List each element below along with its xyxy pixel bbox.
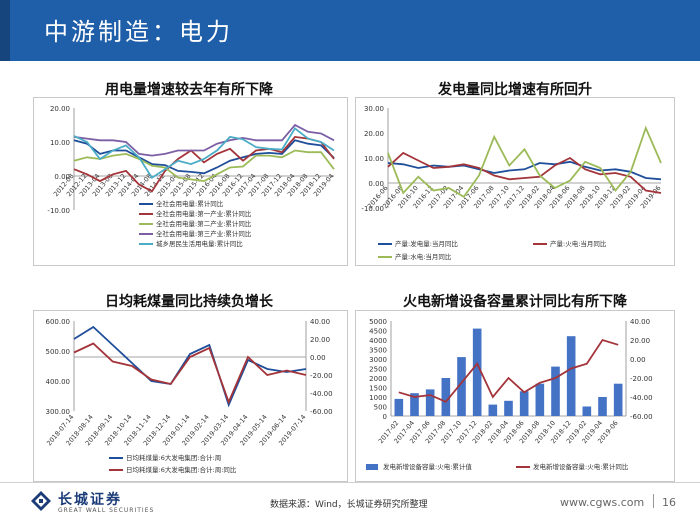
chart-4-ytick-right: -40.00: [630, 394, 653, 402]
chart-4-ytick-right: 0.00: [630, 356, 646, 364]
chart-4-bar: [613, 383, 623, 416]
chart-1-legend-label: 全社会用电量:累计同比: [156, 199, 224, 208]
chart-4-bar: [441, 378, 451, 416]
chart-4-bar: [488, 404, 498, 416]
chart-3-ytick-left: 400.00: [46, 378, 71, 386]
chart-2-legend-label: 产量:水电:当月同比: [395, 252, 452, 261]
chart-4-bar: [394, 398, 404, 416]
chart-4-legend-label: 发电新增设备容量:火电:累计同比: [533, 462, 629, 471]
chart-3-ytick-left: 500.00: [46, 348, 71, 356]
chart-4-bar: [472, 328, 482, 416]
chart-3-legend-label: 日均耗煤量:6大发电集团:合计:周:同比: [126, 465, 237, 474]
chart-3-ytick-left: 300.00: [46, 408, 71, 416]
chart-1-legend-label: 全社会用电量:第二产业:累计同比: [156, 219, 252, 228]
chart-3-svg: 600.00 500.00 400.00 300.00 40.00 20.00 0.00 -2…: [45, 318, 333, 474]
chart-3-ytick-right: -40.00: [310, 390, 333, 398]
chart-4-ytick-left: 2500: [369, 366, 387, 374]
great-wall-logo-icon: [31, 491, 51, 511]
chart-3-ytick-right: -20.00: [310, 372, 333, 380]
chart-4-bar: [425, 389, 435, 416]
chart-1-panel: 20.00 10.00 0.00 -10.00 2012-08 2012-12 2013-0…: [33, 97, 348, 266]
chart-2-title: 发电量同比增速有所回升: [438, 82, 592, 98]
chart-4-ytick-right: -60.00: [630, 413, 653, 421]
chart-4-ytick-left: 4000: [369, 337, 387, 345]
chart-4-bar: [410, 393, 419, 416]
chart-4-svg: 5000450040003500300025002000150010005000…: [366, 318, 653, 471]
chart-4-bar: [457, 357, 466, 416]
chart-3-title: 日均耗煤量同比持续负增长: [105, 294, 273, 310]
chart-1-ytick-left: -10.00: [47, 207, 70, 215]
chart-4-bar: [551, 366, 560, 416]
chart-4-ytick-left: 3500: [369, 347, 387, 355]
chart-1-ytick-left: 20.00: [50, 105, 70, 113]
chart-3-panel: 600.00 500.00 400.00 300.00 40.00 20.00 0.00 -2…: [33, 310, 348, 482]
chart-4-ytick-right: 20.00: [630, 337, 650, 345]
chart-4-bar: [504, 400, 513, 416]
chart-4-bar: [582, 406, 592, 416]
chart-4-title: 火电新增设备容量累计同比有所下降: [403, 294, 627, 310]
chart-3-ytick-left: 600.00: [46, 318, 71, 326]
chart-4-ytick-right: 40.00: [630, 318, 650, 326]
chart-2-ytick-left: 30.00: [364, 105, 384, 113]
page-number: 16: [662, 496, 676, 509]
chart-1-ytick-left: 0.00: [54, 173, 70, 181]
chart-2-series-line-1: [387, 160, 662, 181]
chart-1-series-line-1: [73, 139, 335, 175]
chart-4-ytick-left: 3000: [369, 356, 387, 364]
chart-4-ytick-right: -20.00: [630, 375, 653, 383]
logo-text-cn: 长城证券: [58, 492, 122, 508]
chart-4-bar: [519, 391, 529, 416]
chart-3-ytick-right: 20.00: [310, 336, 330, 344]
chart-3-ytick-right: 0.00: [310, 354, 326, 362]
chart-4-ytick-left: 0: [383, 413, 387, 421]
chart-4-ytick-left: 1000: [369, 394, 387, 402]
chart-1-series-line-2: [73, 135, 335, 193]
chart-3-legend-label: 日均耗煤量:6大发电集团:合计:周: [126, 453, 221, 462]
chart-1-ytick-left: 10.00: [50, 139, 70, 147]
chart-2-ytick-left: 0.00: [368, 180, 384, 188]
chart-4-ytick-left: 500: [374, 404, 387, 412]
chart-2-ytick-left: 20.00: [364, 130, 384, 138]
header-accent-bar: [0, 0, 10, 61]
chart-2-svg: 30.0020.0010.000.00-10.002016-062016-082…: [361, 105, 662, 261]
chart-1-series-line-3: [73, 149, 335, 183]
chart-1-title: 用电量增速较去年有所下降: [105, 82, 273, 98]
chart-2-panel: 30.00 20.00 10.00 0.00 -10.00 2016-06 2016-08 2…: [355, 97, 675, 266]
chart-4-bar: [566, 336, 576, 416]
chart-4-ytick-left: 1500: [369, 385, 387, 393]
chart-2-series-line-3: [387, 125, 662, 198]
chart-1-series-line-4: [73, 123, 335, 157]
chart-1-legend-label: 全社会用电量:第三产业:累计同比: [156, 229, 252, 238]
chart-3-series-line-2: [73, 342, 307, 405]
chart-3-ytick-right: 40.00: [310, 318, 330, 326]
slide-title: 中游制造：电力: [44, 18, 233, 46]
chart-4-legend-label: 发电新增设备容量:火电:累计值: [383, 462, 472, 471]
chart-1-svg: 20.0010.000.00-10.002012-082012-122013-0…: [47, 105, 335, 248]
chart-4-bar: [535, 383, 545, 416]
footer-separator: [653, 494, 654, 508]
chart-1-series-line-5: [73, 127, 335, 179]
chart-3-ytick-right: -60.00: [310, 408, 333, 416]
footer-divider: [0, 482, 700, 483]
chart-2-legend-label: 产量:发电量:当月同比: [395, 239, 458, 248]
chart-1-legend-label: 全社会用电量:第一产业:累计同比: [156, 209, 252, 218]
chart-4-series-line-2: [398, 338, 619, 403]
chart-4-panel: 5000 4500 4000 3500 3000 2500 2000 1500 1000 500 0…: [355, 310, 675, 482]
slide-header: 中游制造：电力: [0, 0, 700, 61]
chart-2-ytick-left: 10.00: [364, 155, 384, 163]
chart-4-ytick-left: 4500: [369, 328, 387, 336]
chart-4-bar: [598, 397, 607, 416]
website-link[interactable]: www.cgws.com: [560, 496, 645, 509]
chart-2-legend-label: 产量:火电:当月同比: [550, 239, 607, 248]
chart-1-legend-label: 城乡居民生活用电量:累计同比: [156, 239, 243, 248]
chart-2-series-line-2: [387, 151, 662, 194]
chart-4-legend-swatch: [366, 464, 378, 470]
chart-4-ytick-left: 5000: [369, 318, 387, 326]
data-source-note: 数据来源：Wind，长城证券研究所整理: [270, 500, 428, 510]
logo-text-en: GREAT WALL SECURITIES: [58, 507, 155, 514]
chart-2-ytick-left: -10.00: [361, 205, 384, 213]
chart-3-series-line-1: [73, 325, 307, 408]
chart-4-ytick-left: 2000: [369, 375, 387, 383]
